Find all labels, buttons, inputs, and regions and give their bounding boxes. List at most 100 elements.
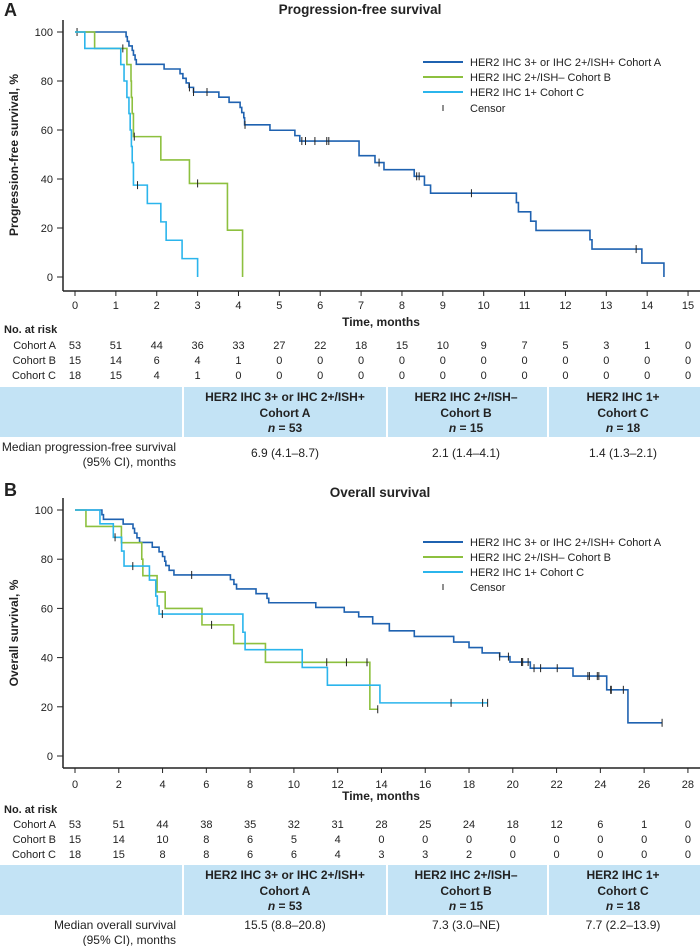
at-risk-count: 51 xyxy=(110,340,122,352)
table-column-divider xyxy=(547,387,549,437)
at-risk-count: 0 xyxy=(644,370,650,382)
at-risk-count: 53 xyxy=(69,340,81,352)
at-risk-count: 6 xyxy=(291,849,297,861)
table-header-line2: Cohort C xyxy=(597,884,649,898)
at-risk-count: 0 xyxy=(685,355,691,367)
n-value: = 15 xyxy=(456,899,483,913)
at-risk-count: 6 xyxy=(597,819,603,831)
at-risk-row-label: Cohort B xyxy=(13,834,56,846)
median-row-label-line1: Median progression-free survival xyxy=(2,440,176,454)
y-tick-label: 100 xyxy=(35,27,53,39)
median-value: 2.1 (1.4–4.1) xyxy=(432,446,500,460)
at-risk-count: 18 xyxy=(355,340,367,352)
at-risk-count: 0 xyxy=(440,355,446,367)
n-value: = 18 xyxy=(613,899,640,913)
legend-label-cohort-b: HER2 IHC 2+/ISH– Cohort B xyxy=(470,72,611,84)
median-row-label-line2: (95% CI), months xyxy=(83,933,176,946)
os-x-axis-label: Time, months xyxy=(342,789,420,803)
panel-a: A Progression-free survival Progression-… xyxy=(4,0,441,336)
at-risk-count: 8 xyxy=(203,834,209,846)
at-risk-count: 0 xyxy=(644,355,650,367)
at-risk-count: 32 xyxy=(288,819,300,831)
at-risk-count: 33 xyxy=(232,340,244,352)
at-risk-count: 0 xyxy=(481,370,487,382)
x-tick-label: 4 xyxy=(235,300,241,312)
at-risk-count: 0 xyxy=(685,849,691,861)
table-header-line2: Cohort C xyxy=(597,406,649,420)
at-risk-count: 0 xyxy=(358,370,364,382)
os-y-axis-label: Overall survival, % xyxy=(7,579,21,686)
legend-label-cohort-a: HER2 IHC 3+ or IHC 2+/ISH+ Cohort A xyxy=(470,537,662,549)
at-risk-count: 0 xyxy=(685,370,691,382)
median-row-label-line1: Median overall survival xyxy=(54,918,176,932)
at-risk-count: 0 xyxy=(562,370,568,382)
at-risk-count: 0 xyxy=(399,370,405,382)
at-risk-count: 2 xyxy=(466,849,472,861)
at-risk-count: 0 xyxy=(522,355,528,367)
at-risk-count: 1 xyxy=(644,340,650,352)
n-value: = 18 xyxy=(613,421,640,435)
at-risk-count: 24 xyxy=(463,819,475,831)
at-risk-count: 1 xyxy=(195,370,201,382)
at-risk-count: 15 xyxy=(396,340,408,352)
x-tick-label: 13 xyxy=(600,300,612,312)
at-risk-count: 22 xyxy=(314,340,326,352)
at-risk-row-label: Cohort C xyxy=(12,370,56,382)
os-at-risk-heading: No. at risk xyxy=(4,804,58,816)
y-tick-label: 100 xyxy=(35,505,53,517)
pfs-at-risk-heading: No. at risk xyxy=(4,324,58,336)
table-header-line1: HER2 IHC 2+/ISH– xyxy=(414,390,517,404)
at-risk-count: 0 xyxy=(554,834,560,846)
at-risk-count: 18 xyxy=(69,370,81,382)
pfs-chart-title: Progression-free survival xyxy=(279,2,442,17)
table-header-band xyxy=(0,387,700,437)
table-header-line2: Cohort A xyxy=(260,884,311,898)
at-risk-count: 0 xyxy=(510,834,516,846)
x-tick-label: 18 xyxy=(463,779,475,791)
at-risk-count: 0 xyxy=(378,834,384,846)
table-header-line1: HER2 IHC 2+/ISH– xyxy=(414,868,517,882)
at-risk-count: 5 xyxy=(291,834,297,846)
pfs-x-axis-label: Time, months xyxy=(342,315,420,329)
n-symbol: n xyxy=(449,421,456,435)
at-risk-count: 0 xyxy=(358,355,364,367)
at-risk-count: 9 xyxy=(481,340,487,352)
at-risk-count: 0 xyxy=(510,849,516,861)
x-tick-label: 22 xyxy=(550,779,562,791)
x-tick-label: 24 xyxy=(594,779,606,791)
legend-label-censor: Censor xyxy=(470,103,506,115)
at-risk-count: 0 xyxy=(466,834,472,846)
x-tick-label: 7 xyxy=(358,300,364,312)
table-header-line1: HER2 IHC 1+ xyxy=(586,390,659,404)
at-risk-count: 7 xyxy=(522,340,528,352)
at-risk-count: 14 xyxy=(110,355,122,367)
at-risk-row-label: Cohort B xyxy=(13,355,56,367)
at-risk-row-label: Cohort A xyxy=(13,340,56,352)
panel-b: B Overall survival Overall survival, % T… xyxy=(4,480,430,816)
survival-curve-cohort-b xyxy=(75,31,244,277)
table-header-line1: HER2 IHC 3+ or IHC 2+/ISH+ xyxy=(205,868,365,882)
x-tick-label: 8 xyxy=(247,779,253,791)
x-tick-label: 6 xyxy=(203,779,209,791)
x-tick-label: 12 xyxy=(559,300,571,312)
at-risk-count: 18 xyxy=(69,849,81,861)
table-column-divider xyxy=(386,865,388,915)
table-header-n: n = 15 xyxy=(449,899,484,913)
y-tick-label: 0 xyxy=(47,751,53,763)
x-tick-label: 10 xyxy=(288,779,300,791)
at-risk-count: 4 xyxy=(154,370,160,382)
at-risk-count: 0 xyxy=(399,355,405,367)
n-symbol: n xyxy=(449,899,456,913)
legend-label-cohort-c: HER2 IHC 1+ Cohort C xyxy=(470,87,584,99)
x-tick-label: 20 xyxy=(507,779,519,791)
legend-label-cohort-b: HER2 IHC 2+/ISH– Cohort B xyxy=(470,552,611,564)
y-tick-label: 60 xyxy=(41,603,53,615)
at-risk-count: 36 xyxy=(191,340,203,352)
at-risk-count: 51 xyxy=(113,819,125,831)
at-risk-count: 10 xyxy=(156,834,168,846)
y-tick-label: 40 xyxy=(41,653,53,665)
at-risk-count: 0 xyxy=(562,355,568,367)
x-tick-label: 10 xyxy=(478,300,490,312)
